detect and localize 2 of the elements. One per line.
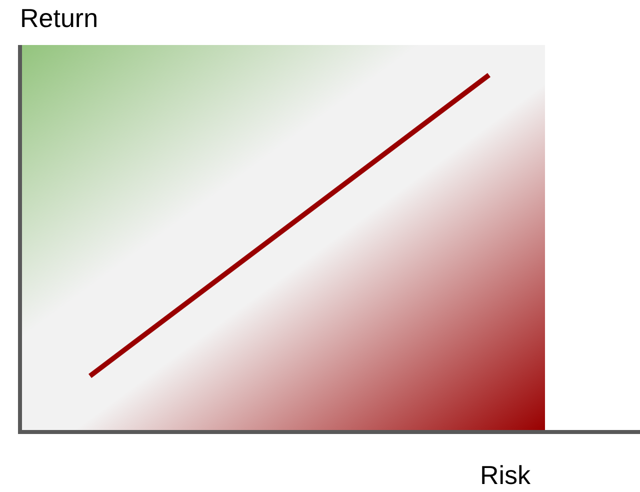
x-axis-title: Risk	[480, 460, 531, 491]
y-axis-title: Return	[20, 3, 98, 34]
